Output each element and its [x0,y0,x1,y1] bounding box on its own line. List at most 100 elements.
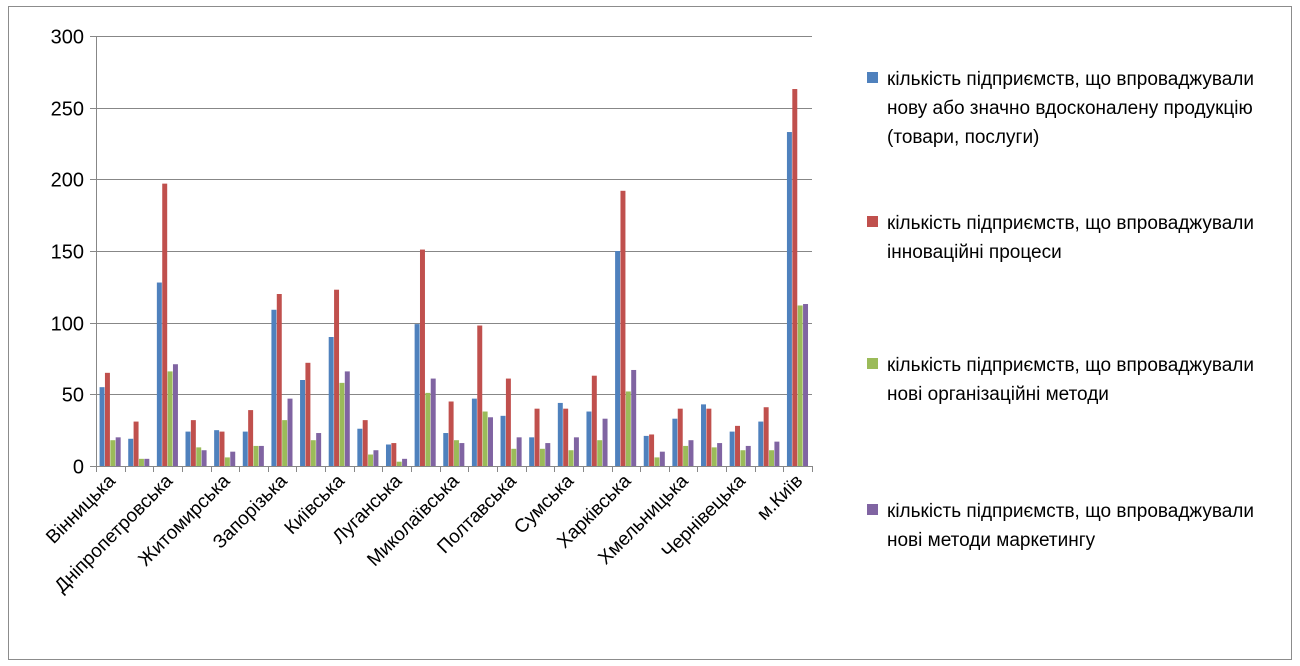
bar-s4-20 [688,440,694,466]
bar-s4-13 [488,417,493,466]
legend-label-marketing: кількість підприємств, що впроваджували … [887,501,1254,551]
legend-swatch-organizational [867,358,878,369]
bar-s3-20 [683,445,689,466]
bar-s2-6 [276,294,282,466]
bar-s2-7 [305,362,311,466]
bar-s4-3 [201,450,207,466]
bar-s1-8 [328,337,334,466]
y-tick-label: 0 [73,457,84,479]
bar-s1-10 [385,444,391,466]
bar-s3-14 [511,448,517,466]
bar-s2-23 [763,407,769,466]
bar-s3-17 [597,440,603,466]
legend-swatch-new-products [867,72,878,83]
bar-s4-17 [602,418,608,466]
legend-label-processes: кількість підприємств, що впроваджували … [887,213,1254,263]
bar-s1-3 [185,431,191,466]
bar-s3-8 [339,382,345,466]
bar-s4-18 [631,369,637,466]
bar-s2-24 [792,89,798,466]
bar-s1-13 [471,398,477,466]
bar-s2-16 [563,408,569,466]
bar-s2-2 [162,183,168,466]
bar-s2-21 [706,408,712,466]
bar-s1-17 [586,411,592,466]
bar-s2-11 [419,249,425,466]
bar-s4-21 [717,443,723,466]
bar-s3-5 [253,445,259,466]
bar-s2-5 [248,410,254,466]
legend-item-new-products: кількість підприємств, що впроваджували … [867,65,1277,152]
bar-s1-2 [156,282,162,466]
legend-swatch-marketing [867,504,878,515]
bar-s4-1 [144,458,150,466]
bar-s1-23 [758,421,764,466]
bar-s1-19 [643,435,649,466]
legend-label-organizational: кількість підприємств, що впроваджували … [887,355,1254,405]
bar-s3-7 [310,440,316,466]
bar-s3-23 [769,450,775,466]
bar-s4-12 [459,443,465,466]
bar-s1-1 [128,438,134,466]
bar-s4-23 [774,441,780,466]
bar-s4-16 [573,437,579,466]
bar-s2-22 [735,425,740,466]
legend-item-processes: кількість підприємств, що впроваджували … [867,209,1277,267]
bar-s2-15 [534,408,540,466]
bar-s2-8 [334,289,340,466]
bar-s4-2 [172,364,178,466]
bar-s1-6 [271,309,277,466]
bar-s1-9 [357,428,363,466]
legend-item-marketing: кількість підприємств, що впроваджували … [867,497,1277,555]
bar-s3-2 [167,371,173,466]
bar-s4-5 [258,445,264,466]
bar-s1-4 [214,430,220,466]
bar-s3-15 [539,448,545,466]
bar-s1-15 [529,437,535,466]
y-tick-label: 250 [51,99,84,121]
bar-s4-10 [402,458,408,466]
bar-s2-1 [133,421,139,466]
bar-s4-6 [287,398,293,466]
bar-s3-12 [454,440,459,466]
bar-s3-1 [138,458,144,466]
bar-s4-7 [316,433,322,466]
bar-s3-13 [482,411,488,466]
bar-s4-0 [115,437,121,466]
bar-s2-17 [591,375,597,466]
bar-s4-14 [516,437,522,466]
x-tick-label: м.Київ [753,471,807,525]
bar-s4-11 [430,378,436,466]
bar-s2-4 [219,431,225,466]
legend-item-organizational: кількість підприємств, що впроваджували … [867,351,1277,409]
bar-s2-3 [190,420,196,466]
bar-s1-0 [99,387,105,466]
bar-s3-11 [425,392,431,466]
bar-s2-10 [391,443,397,466]
bar-s3-6 [282,420,288,466]
bar-s4-15 [545,443,551,466]
bar-s1-16 [557,402,563,466]
bar-s3-24 [797,305,803,466]
bar-s3-4 [224,457,230,466]
bar-s2-20 [677,408,683,466]
bar-s1-21 [701,404,706,466]
y-tick-label: 100 [51,314,84,336]
bar-s3-10 [396,461,402,466]
y-tick-label: 300 [51,27,84,49]
bars [99,89,809,467]
bar-s4-22 [745,445,751,466]
bar-s1-12 [443,433,449,466]
bar-s2-19 [649,434,655,466]
bar-s3-18 [625,391,631,466]
grid-lines [96,36,812,467]
bar-s1-22 [729,431,735,466]
bar-s1-18 [615,251,621,466]
bar-s4-19 [659,451,665,466]
chart-frame: 0 50 100 150 200 250 300 Вінницька Дніпропетровс… [8,6,1292,660]
legend-label-new-products: кількість підприємств, що впроваджували … [887,69,1254,148]
bar-s1-14 [500,415,506,466]
y-tick-label: 50 [62,385,84,407]
bar-s3-9 [368,454,374,466]
bar-s3-22 [740,450,746,466]
